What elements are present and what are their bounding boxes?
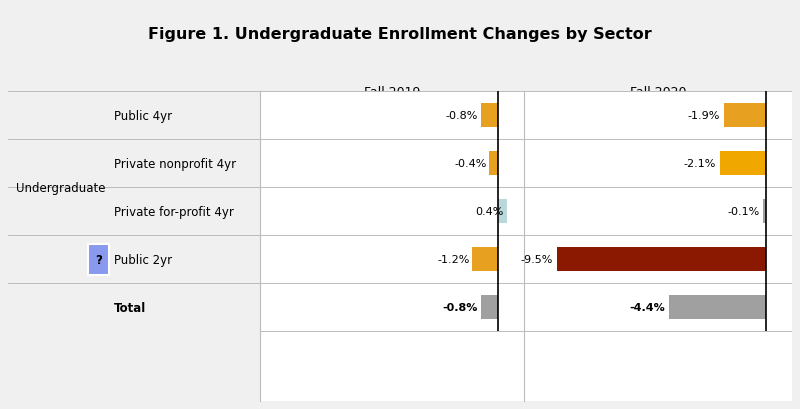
Bar <box>481 295 498 319</box>
FancyBboxPatch shape <box>88 244 110 275</box>
Bar <box>669 295 766 319</box>
Bar <box>490 152 498 176</box>
Text: Total: Total <box>114 301 146 314</box>
Text: -0.4%: -0.4% <box>454 159 486 169</box>
Text: -1.2%: -1.2% <box>437 254 470 265</box>
Bar <box>724 104 766 128</box>
Text: 0.4%: 0.4% <box>476 207 504 217</box>
Bar <box>557 247 766 272</box>
Text: -1.9%: -1.9% <box>687 111 720 121</box>
Text: ?: ? <box>95 253 102 266</box>
Text: -0.8%: -0.8% <box>446 111 478 121</box>
Text: -0.1%: -0.1% <box>727 207 759 217</box>
Text: Private for-profit 4yr: Private for-profit 4yr <box>114 205 234 218</box>
Bar <box>481 104 498 128</box>
Text: Fall 2020: Fall 2020 <box>630 85 686 99</box>
Text: Private nonprofit 4yr: Private nonprofit 4yr <box>114 157 236 170</box>
Text: -4.4%: -4.4% <box>630 302 665 312</box>
Text: -0.8%: -0.8% <box>442 302 478 312</box>
Bar <box>498 200 506 224</box>
Text: Fall 2019: Fall 2019 <box>364 85 420 99</box>
Bar <box>472 247 498 272</box>
Text: Figure 1. Undergraduate Enrollment Changes by Sector: Figure 1. Undergraduate Enrollment Chang… <box>148 27 652 42</box>
Text: Public 2yr: Public 2yr <box>114 253 172 266</box>
Bar <box>719 152 766 176</box>
Text: -2.1%: -2.1% <box>683 159 715 169</box>
Text: -9.5%: -9.5% <box>521 254 553 265</box>
Text: Public 4yr: Public 4yr <box>114 110 172 122</box>
Bar <box>763 200 766 224</box>
Text: Undergraduate: Undergraduate <box>15 181 105 194</box>
